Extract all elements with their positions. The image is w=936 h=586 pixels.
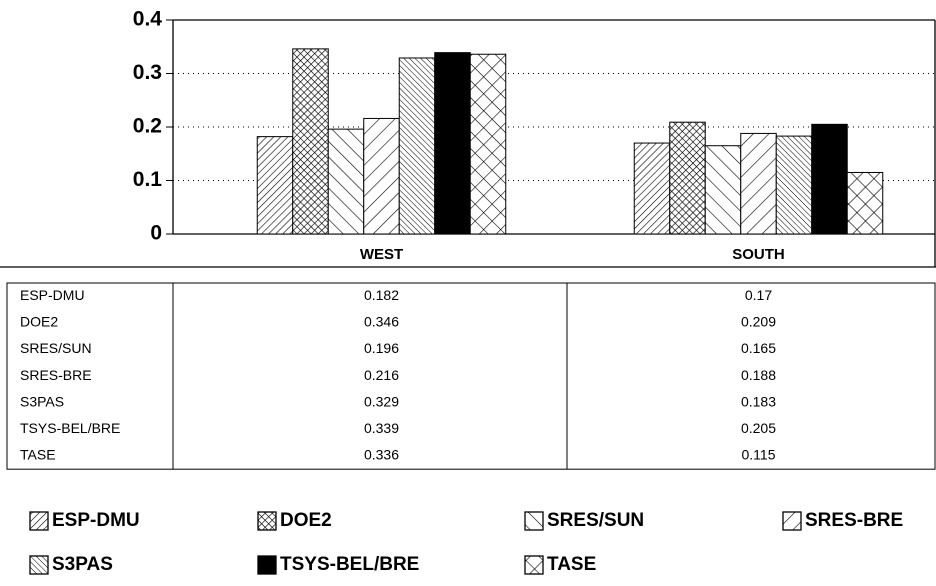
- table-cell: 0.17: [745, 287, 772, 303]
- bar: [469, 53, 507, 235]
- table-cell: 0.209: [741, 314, 776, 330]
- bar: [811, 123, 848, 235]
- legend-swatch: [257, 555, 277, 575]
- bar: [775, 135, 813, 235]
- legend-swatch: [29, 511, 49, 531]
- legend-label: S3PAS: [52, 554, 113, 575]
- bar: [740, 132, 777, 235]
- table-cell: 0.182: [364, 287, 399, 303]
- legend-label: SRES-BRE: [805, 510, 903, 531]
- legend-label: DOE2: [280, 510, 332, 531]
- row-label: TSYS-BEL/BRE: [20, 420, 120, 436]
- bar: [363, 117, 400, 235]
- y-tick-label: 0.2: [133, 115, 162, 138]
- legend-swatch: [29, 555, 49, 575]
- bar: [327, 128, 365, 235]
- bar: [846, 171, 884, 235]
- legend-label: ESP-DMU: [52, 510, 140, 531]
- legend-swatch: [524, 555, 544, 575]
- bar: [256, 136, 294, 235]
- legend-swatch: [782, 511, 802, 531]
- y-tick-label: 0.4: [133, 8, 163, 31]
- x-tick-label: SOUTH: [732, 246, 785, 263]
- legend-swatch: [257, 511, 277, 531]
- row-label: TASE: [20, 447, 56, 463]
- legend-label: TSYS-BEL/BRE: [280, 554, 419, 575]
- row-label: SRES/SUN: [20, 340, 92, 356]
- table-cell: 0.165: [741, 340, 776, 356]
- y-tick-label: 0.1: [133, 168, 163, 191]
- row-label: ESP-DMU: [20, 287, 85, 303]
- table-cell: 0.216: [364, 367, 399, 383]
- row-label: SRES-BRE: [20, 367, 92, 383]
- table-cell: 0.346: [364, 314, 399, 330]
- row-label: DOE2: [20, 314, 58, 330]
- table-cell: 0.183: [741, 393, 776, 409]
- bar: [669, 121, 706, 235]
- row-label: S3PAS: [20, 393, 64, 409]
- bar: [434, 52, 471, 235]
- table-cell: 0.336: [364, 447, 399, 463]
- table-cell: 0.339: [364, 420, 399, 436]
- y-tick-label: 0: [150, 222, 162, 245]
- data-table: [6, 282, 936, 470]
- legend-label: SRES/SUN: [547, 510, 644, 531]
- bar: [633, 142, 671, 235]
- table-cell: 0.205: [741, 420, 776, 436]
- bar: [704, 145, 742, 235]
- bar: [398, 57, 436, 235]
- legend-swatch: [524, 511, 544, 531]
- legend-label: TASE: [547, 554, 596, 575]
- table-cell: 0.188: [741, 367, 776, 383]
- x-tick-label: WEST: [360, 246, 403, 263]
- y-tick-label: 0.3: [133, 61, 162, 84]
- table-cell: 0.115: [742, 447, 776, 463]
- table-cell: 0.196: [364, 340, 399, 356]
- table-cell: 0.329: [364, 393, 399, 409]
- bar: [292, 48, 329, 235]
